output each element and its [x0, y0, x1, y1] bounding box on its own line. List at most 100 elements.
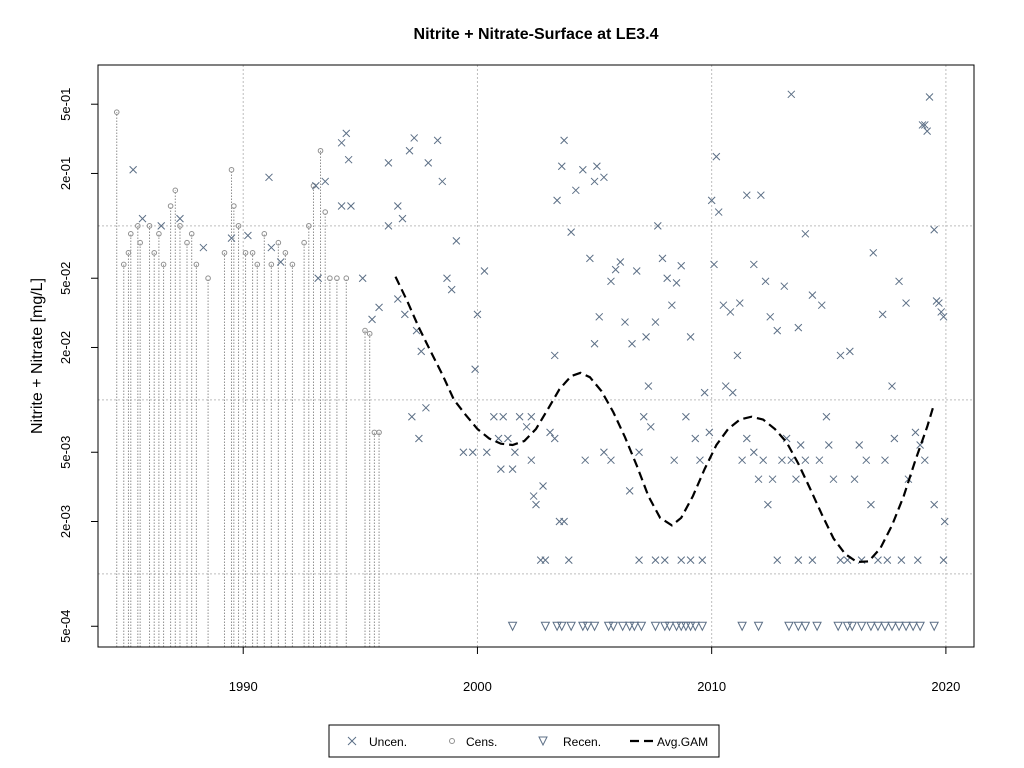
uncensored-point: [529, 492, 538, 500]
x-tick-label: 2000: [463, 679, 492, 694]
uncensored-point: [560, 136, 568, 145]
recensored-point: [636, 621, 647, 632]
recensored-point: [847, 621, 858, 632]
uncensored-point: [940, 517, 949, 526]
censored-point: [160, 261, 167, 268]
censored-point: [334, 275, 340, 282]
censored-point: [322, 209, 328, 215]
uncensored-point: [590, 177, 599, 186]
points-layer: [129, 90, 949, 632]
uncensored-point: [447, 285, 456, 294]
uncensored-point: [433, 136, 442, 145]
uncensored-point: [862, 456, 871, 465]
uncensored-point: [726, 308, 735, 316]
censored-point: [371, 429, 378, 436]
uncensored-point: [824, 441, 833, 449]
recensored-point: [507, 621, 518, 632]
uncensored-point: [539, 482, 547, 490]
uncensored-point: [878, 310, 887, 319]
censored-point: [261, 231, 268, 237]
uncensored-point: [480, 267, 489, 275]
uncensored-point: [497, 465, 505, 473]
uncensored-point: [710, 260, 718, 269]
uncensored-point: [635, 448, 643, 457]
uncensored-point: [714, 208, 723, 216]
censored-point: [327, 275, 333, 282]
uncensored-point: [881, 456, 889, 465]
censored-point: [306, 223, 312, 229]
uncensored-point: [691, 434, 700, 443]
uncensored-point: [920, 121, 929, 129]
uncensored-point: [368, 315, 376, 324]
uncensored-point: [410, 134, 419, 142]
uncensored-point: [815, 456, 824, 465]
uncensored-point: [621, 318, 629, 326]
uncensored-point: [660, 556, 669, 564]
legend-label: Avg.GAM: [657, 735, 708, 749]
uncensored-point: [578, 165, 587, 174]
uncensored-point: [489, 412, 498, 421]
uncensored-point: [801, 229, 810, 238]
uncensored-point: [438, 177, 447, 186]
recensored-point: [866, 621, 876, 632]
censored-point: [137, 239, 143, 246]
uncensored-point: [686, 556, 695, 564]
uncensored-point: [342, 129, 351, 138]
uncensored-point: [639, 412, 648, 421]
legend: Uncen. Cens. Recen. Avg.GAM: [328, 724, 720, 758]
gridlines: [98, 65, 974, 647]
uncensored-point: [754, 475, 763, 484]
recensored-point: [681, 621, 691, 632]
recensored-point: [793, 621, 804, 632]
uncensored-point: [738, 456, 746, 465]
censored-point: [231, 203, 237, 209]
uncensored-point: [829, 475, 838, 484]
censored-point: [249, 249, 256, 256]
recensored-point: [690, 621, 701, 632]
uncensored-point: [682, 412, 690, 421]
triangle-marker-icon: [538, 736, 548, 747]
uncensored-point: [846, 347, 854, 356]
uncensored-point: [677, 261, 686, 270]
recensored-point: [566, 621, 576, 632]
recensored-point: [552, 621, 562, 632]
uncensored-point: [546, 428, 554, 437]
uncensored-point: [930, 500, 939, 509]
uncensored-point: [511, 448, 519, 457]
uncensored-point: [930, 225, 939, 234]
uncensored-point: [358, 274, 367, 283]
uncensored-point: [337, 138, 346, 147]
uncensored-point: [890, 434, 899, 443]
censored-point: [343, 275, 350, 282]
censored-point: [151, 249, 158, 256]
uncensored-point: [468, 448, 477, 457]
uncensored-point: [663, 274, 672, 283]
recensored-point: [671, 621, 682, 632]
uncensored-point: [855, 441, 864, 449]
censored-point: [127, 231, 134, 237]
recensored-point: [603, 621, 614, 632]
recensored-point: [753, 621, 764, 632]
recensored-point: [617, 621, 628, 632]
uncensored-point: [408, 412, 416, 421]
uncensored-point: [773, 326, 782, 335]
uncensored-point: [778, 456, 786, 465]
y-tick-label: 5e-02: [58, 262, 73, 295]
y-tick-label: 2e-03: [58, 505, 73, 538]
uncensored-point: [314, 274, 323, 283]
uncensored-point: [459, 448, 468, 457]
uncensored-point: [571, 186, 580, 195]
uncensored-point: [607, 277, 615, 286]
uncensored-point: [375, 303, 383, 312]
censored-point: [135, 223, 141, 229]
uncensored-point: [527, 412, 536, 421]
uncensored-point: [869, 248, 878, 257]
uncensored-point: [742, 191, 751, 200]
uncensored-point: [590, 339, 599, 348]
uncensored-point: [311, 181, 320, 190]
uncensored-point: [867, 500, 875, 509]
uncensored-point: [721, 382, 730, 390]
recensored-point: [800, 621, 811, 632]
legend-label: Recen.: [563, 735, 601, 749]
recensored-point: [685, 621, 696, 632]
